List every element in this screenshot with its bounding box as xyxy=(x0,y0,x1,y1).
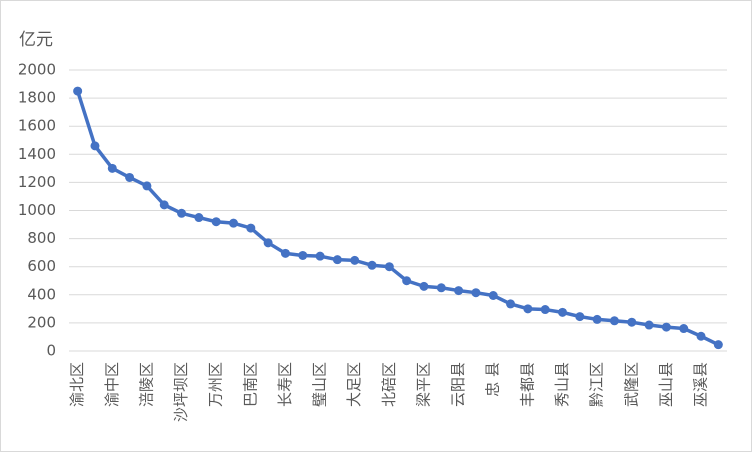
data-point xyxy=(246,223,256,233)
data-point xyxy=(211,217,221,227)
data-point xyxy=(627,317,637,327)
x-tick-label: 大足区 xyxy=(345,362,363,407)
x-tick-label: 渝中区 xyxy=(103,362,121,407)
x-tick-label: 秀山县 xyxy=(553,362,571,407)
y-tick-label: 600 xyxy=(27,257,56,275)
data-point xyxy=(454,286,464,296)
data-point xyxy=(644,320,654,330)
y-tick-label: 1200 xyxy=(18,173,56,191)
y-tick-label: 0 xyxy=(46,342,56,360)
data-point xyxy=(558,307,567,317)
data-point xyxy=(523,304,533,314)
y-tick-label: 2000 xyxy=(18,61,56,79)
data-point xyxy=(90,141,100,151)
data-point xyxy=(540,305,550,315)
data-point xyxy=(506,299,516,309)
y-tick-label: 1000 xyxy=(18,201,56,219)
data-point xyxy=(575,312,585,322)
x-tick-label: 长寿区 xyxy=(276,362,294,407)
x-tick-label: 黔江区 xyxy=(588,362,606,407)
y-axis-label: 亿元 xyxy=(19,30,53,50)
data-point xyxy=(125,172,135,182)
data-point xyxy=(488,291,498,301)
x-tick-label: 涪陵区 xyxy=(137,362,155,407)
y-tick-label: 1800 xyxy=(18,89,56,107)
x-tick-label: 武隆区 xyxy=(622,362,640,407)
y-tick-label: 1600 xyxy=(18,117,56,135)
data-point xyxy=(280,248,290,258)
data-point xyxy=(696,331,706,341)
x-tick-label: 渝北区 xyxy=(68,362,86,407)
data-point xyxy=(419,281,429,291)
data-point xyxy=(73,86,83,96)
data-point xyxy=(592,314,602,324)
x-tick-label: 梁平区 xyxy=(414,362,432,407)
data-point xyxy=(142,181,152,191)
y-tick-label: 800 xyxy=(27,229,56,247)
x-tick-label: 云阳县 xyxy=(449,362,467,407)
data-point xyxy=(194,213,204,223)
data-point xyxy=(367,260,377,270)
data-point xyxy=(315,251,325,261)
x-tick-label: 丰都县 xyxy=(518,362,536,407)
data-point xyxy=(713,340,723,350)
y-tick-label: 1400 xyxy=(18,145,56,163)
x-tick-label: 万州区 xyxy=(207,362,225,407)
x-tick-label: 璧山区 xyxy=(311,362,329,407)
data-point xyxy=(350,255,360,265)
x-tick-label: 巫山县 xyxy=(657,362,675,407)
data-point xyxy=(609,316,619,326)
data-point xyxy=(436,283,446,293)
data-point xyxy=(263,238,273,248)
data-point xyxy=(384,262,394,272)
data-point xyxy=(229,218,238,228)
data-point xyxy=(661,322,671,332)
y-tick-label: 400 xyxy=(27,285,56,303)
data-point xyxy=(332,255,342,265)
data-point xyxy=(177,208,187,218)
x-tick-label: 忠 县 xyxy=(484,362,502,397)
data-point xyxy=(107,163,117,173)
data-point xyxy=(679,324,689,334)
x-tick-label: 沙坪坝区 xyxy=(172,362,190,422)
x-tick-label: 巫溪县 xyxy=(692,362,710,407)
y-tick-label: 200 xyxy=(27,313,56,331)
x-tick-label: 巴南区 xyxy=(241,362,259,407)
x-tick-label: 北碚区 xyxy=(380,362,398,407)
data-point xyxy=(298,250,308,260)
data-point xyxy=(471,288,481,298)
data-point xyxy=(159,200,169,210)
data-point xyxy=(402,276,412,286)
